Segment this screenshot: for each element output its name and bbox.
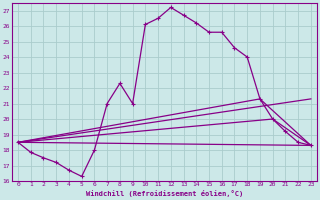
X-axis label: Windchill (Refroidissement éolien,°C): Windchill (Refroidissement éolien,°C) (86, 190, 243, 197)
